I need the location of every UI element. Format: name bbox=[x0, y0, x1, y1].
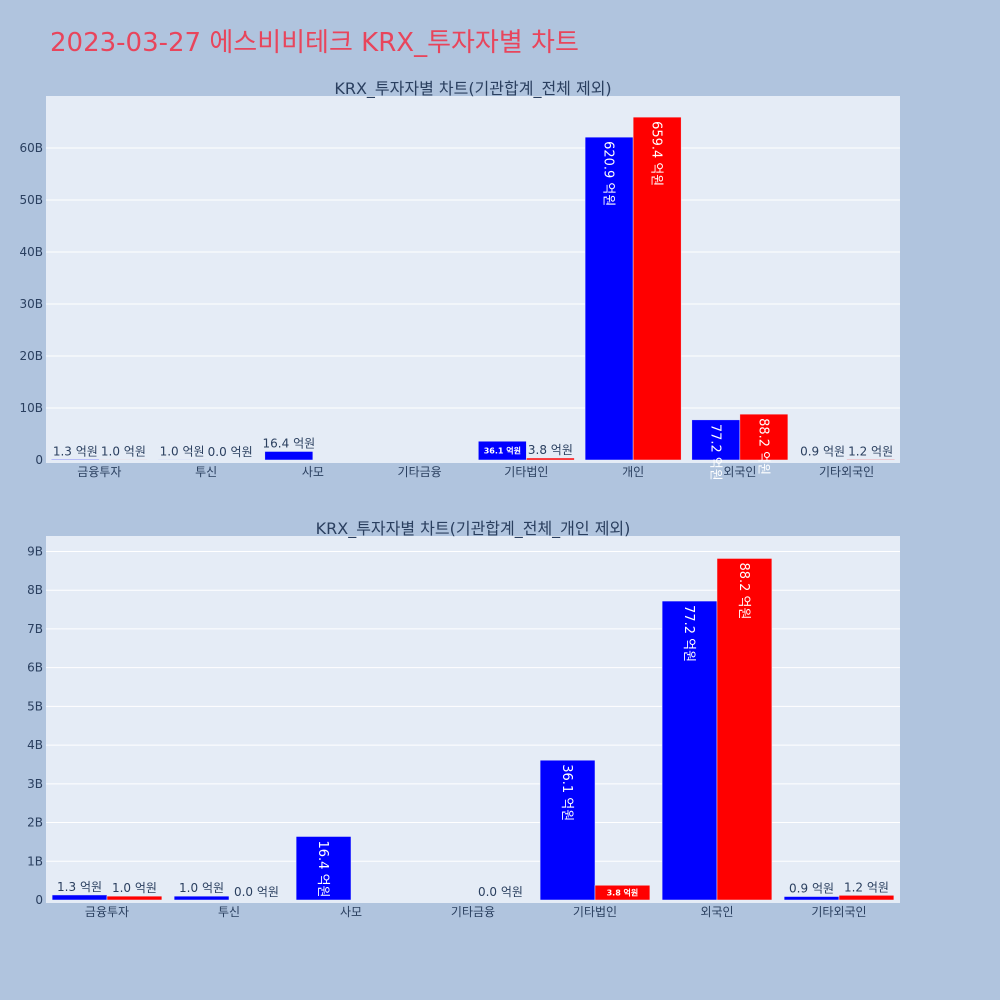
data-label: 77.2 억원 bbox=[707, 424, 722, 481]
x-tick-label: 사모 bbox=[302, 465, 324, 479]
data-label: 620.9 억원 bbox=[601, 141, 616, 206]
data-label: 0.9 억원 bbox=[800, 445, 845, 459]
data-label: 3.8 억원 bbox=[528, 443, 573, 457]
x-tick-label: 투신 bbox=[218, 905, 240, 919]
x-tick-label: 기타금융 bbox=[398, 465, 442, 479]
data-label: 36.1 억원 bbox=[559, 764, 574, 821]
x-tick-label: 금융투자 bbox=[77, 465, 121, 479]
y-tick-label: 60B bbox=[19, 141, 43, 155]
bar bbox=[99, 459, 148, 461]
bar bbox=[295, 836, 352, 901]
bar bbox=[783, 896, 840, 901]
bar bbox=[526, 457, 575, 461]
data-label: 36.1 억원 bbox=[484, 446, 521, 456]
data-label: 0.0 억원 bbox=[208, 445, 253, 459]
x-tick-label: 금융투자 bbox=[85, 905, 129, 919]
data-label: 0.0 억원 bbox=[234, 885, 279, 899]
y-tick-label: 5B bbox=[27, 699, 43, 713]
bar bbox=[539, 759, 596, 901]
y-tick-label: 1B bbox=[27, 854, 43, 868]
data-label: 0.9 억원 bbox=[789, 882, 834, 896]
chart-title: KRX_투자자별 차트(기관합계_전체_개인 제외) bbox=[316, 519, 631, 539]
data-label: 1.3 억원 bbox=[53, 444, 98, 458]
bar bbox=[478, 440, 527, 461]
y-tick-label: 50B bbox=[19, 193, 43, 207]
data-label: 0.0 억원 bbox=[478, 885, 523, 899]
y-tick-label: 0 bbox=[35, 893, 43, 907]
bar bbox=[716, 558, 773, 901]
plot-area bbox=[46, 96, 900, 463]
x-tick-label: 외국인 bbox=[700, 905, 733, 919]
data-label: 1.3 억원 bbox=[57, 880, 102, 894]
chart-bottom: 0 1B 2B 3B 4B 5B 6B 7B 8B 9B KRX_투자자별 차트(기관합계_전체_개… bbox=[27, 519, 900, 919]
x-tick-label: 투신 bbox=[195, 465, 217, 479]
x-tick-label: 외국인 bbox=[723, 465, 756, 479]
y-tick-label: 40B bbox=[19, 245, 43, 259]
data-label: 1.0 억원 bbox=[101, 444, 146, 458]
y-tick-label: 2B bbox=[27, 816, 43, 830]
y-tick-label: 0 bbox=[35, 453, 43, 467]
bar bbox=[661, 600, 718, 901]
y-tick-label: 8B bbox=[27, 583, 43, 597]
data-label: 1.2 억원 bbox=[844, 880, 889, 894]
y-tick-label: 6B bbox=[27, 661, 43, 675]
data-label: 88.2 억원 bbox=[736, 562, 751, 619]
bar bbox=[838, 895, 895, 901]
bar bbox=[264, 451, 314, 461]
chart-title: KRX_투자자별 차트(기관합계_전체 제외) bbox=[334, 79, 611, 99]
x-tick-label: 기타법인 bbox=[573, 905, 617, 919]
x-tick-label: 개인 bbox=[622, 465, 644, 479]
x-tick-label: 기타금융 bbox=[451, 905, 495, 919]
y-tick-label: 4B bbox=[27, 738, 43, 752]
bar bbox=[51, 894, 108, 901]
bar bbox=[846, 459, 895, 461]
bar bbox=[106, 895, 163, 901]
chart-top: 0 10B 20B 30B 40B 50B 60B KRX_투자자별 차트(기관합계_전체 제… bbox=[19, 79, 900, 481]
x-tick-label: 기타법인 bbox=[504, 465, 548, 479]
bar bbox=[594, 885, 651, 901]
x-tick-label: 사모 bbox=[340, 905, 362, 919]
y-tick-label: 7B bbox=[27, 622, 43, 636]
data-label: 1.2 억원 bbox=[848, 444, 893, 458]
bar bbox=[51, 459, 100, 461]
bar bbox=[632, 116, 682, 461]
data-label: 88.2 억원 bbox=[755, 418, 770, 475]
x-tick-label: 기타외국인 bbox=[819, 465, 874, 479]
data-label: 659.4 억원 bbox=[649, 121, 664, 186]
y-tick-label: 3B bbox=[27, 777, 43, 791]
y-tick-label: 9B bbox=[27, 544, 43, 558]
data-label: 1.0 억원 bbox=[179, 881, 224, 895]
bar bbox=[173, 895, 230, 901]
data-label: 16.4 억원 bbox=[263, 436, 316, 450]
data-label: 77.2 억원 bbox=[681, 605, 696, 662]
y-tick-label: 30B bbox=[19, 297, 43, 311]
bar bbox=[157, 459, 207, 461]
data-label: 1.0 억원 bbox=[112, 881, 157, 895]
data-label: 3.8 억원 bbox=[607, 888, 639, 898]
page-title: 2023-03-27 에스비비테크 KRX_투자자별 차트 bbox=[50, 28, 579, 58]
data-label: 16.4 억원 bbox=[315, 840, 330, 897]
data-label: 1.0 억원 bbox=[160, 444, 205, 458]
x-tick-label: 기타외국인 bbox=[811, 905, 866, 919]
bar bbox=[691, 419, 741, 461]
bar bbox=[584, 136, 634, 461]
y-tick-label: 20B bbox=[19, 349, 43, 363]
bar bbox=[739, 413, 789, 461]
y-tick-label: 10B bbox=[19, 401, 43, 415]
